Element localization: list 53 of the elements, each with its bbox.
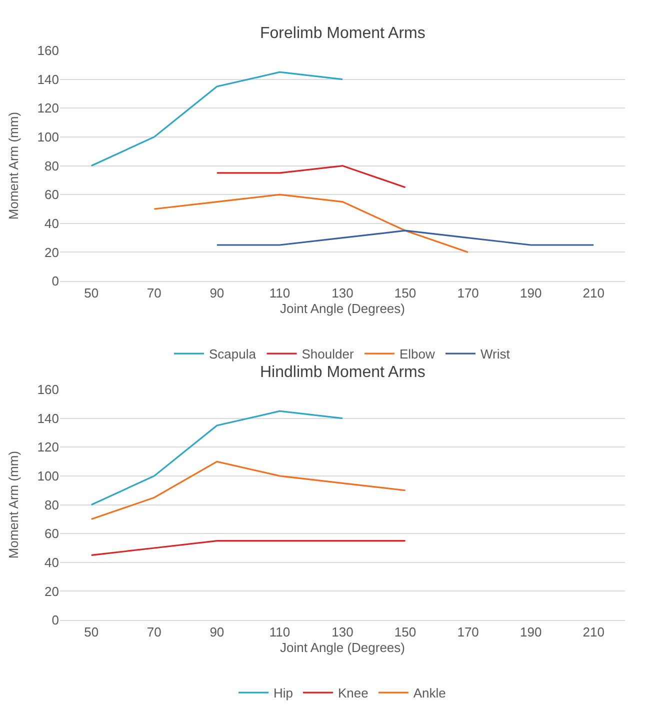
- y-tick-label: 0: [52, 274, 59, 289]
- y-tick-label: 20: [44, 244, 59, 260]
- x-tick-label: 90: [210, 286, 224, 301]
- y-axis-title: Moment Arm (mm): [6, 450, 22, 559]
- x-tick-label: 150: [394, 624, 416, 640]
- legend-label: Wrist: [480, 346, 510, 362]
- line-series: [90, 410, 344, 506]
- x-tick-label: 210: [582, 624, 604, 640]
- legend-label: Knee: [338, 686, 368, 701]
- x-tick-label: 130: [332, 286, 354, 301]
- legend-label: Ankle: [413, 686, 446, 701]
- y-tick-label: 140: [37, 72, 59, 87]
- y-tick-label: 60: [44, 187, 59, 202]
- x-tick-label: 150: [394, 286, 416, 301]
- y-tick-label: 140: [37, 410, 59, 426]
- x-tick-label: 50: [84, 286, 99, 301]
- y-tick-label: 40: [44, 216, 59, 231]
- y-tick-label: 160: [37, 43, 59, 58]
- line-series: [90, 71, 344, 167]
- x-tick-label: 50: [84, 624, 99, 640]
- y-tick-label: 60: [44, 526, 59, 542]
- x-tick-label: 70: [146, 624, 162, 640]
- x-tick-label: 170: [457, 624, 479, 640]
- x-tick-label: 210: [582, 286, 604, 301]
- y-tick-label: 80: [44, 158, 59, 174]
- legend-label: Shoulder: [302, 346, 354, 362]
- x-tick-label: 110: [269, 286, 290, 301]
- x-tick-label: 90: [210, 624, 224, 640]
- x-tick-label: 190: [520, 286, 542, 301]
- y-tick-label: 100: [37, 468, 59, 484]
- y-tick-label: 120: [37, 440, 59, 455]
- legend-label: Hip: [274, 686, 294, 701]
- x-tick-label: 170: [457, 286, 479, 301]
- x-tick-label: 190: [520, 624, 542, 640]
- line-series: [153, 194, 469, 254]
- x-axis-title: Joint Angle (Degrees): [280, 301, 406, 316]
- legend-label: Elbow: [399, 346, 436, 362]
- y-tick-label: 100: [37, 130, 59, 145]
- y-tick-label: 40: [44, 554, 59, 570]
- x-tick-label: 130: [332, 624, 354, 640]
- y-tick-label: 80: [44, 497, 59, 512]
- y-tick-label: 160: [37, 382, 59, 398]
- legend-label: Scapula: [209, 346, 257, 362]
- x-axis-title: Joint Angle (Degrees): [280, 640, 406, 656]
- chart-title: Hindlimb Moment Arms: [260, 364, 426, 381]
- y-axis-title: Moment Arm (mm): [6, 112, 22, 220]
- x-tick-label: 110: [269, 624, 290, 640]
- line-series: [90, 460, 406, 520]
- y-tick-label: 120: [37, 100, 59, 116]
- y-tick-label: 0: [52, 612, 59, 628]
- x-tick-label: 70: [146, 286, 162, 301]
- y-tick-label: 20: [44, 584, 59, 599]
- chart-title: Forelimb Moment Arms: [260, 25, 426, 42]
